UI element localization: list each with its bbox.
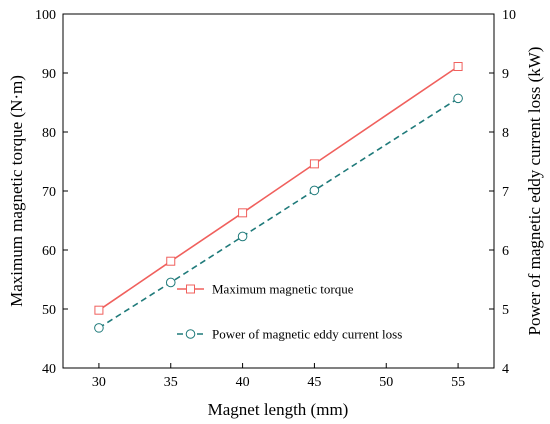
data-point-torque — [94, 305, 104, 315]
right-tick-label: 4 — [502, 362, 509, 377]
x-axis-ticks: 30 35 40 45 50 55 — [92, 363, 465, 390]
legend-marker-torque — [186, 284, 195, 294]
right-tick-label: 7 — [502, 185, 509, 200]
data-point-eddy-loss — [94, 323, 104, 333]
left-axis-title: Maximum magnetic torque (N·m) — [7, 75, 26, 307]
left-tick-label: 80 — [42, 126, 56, 141]
right-axis-title: Power of magnetic eddy current loss (kW) — [525, 47, 544, 336]
left-tick-label: 70 — [42, 185, 56, 200]
left-tick-label: 60 — [42, 244, 56, 259]
series-line-0 — [98, 65, 459, 311]
x-tick-label: 50 — [379, 375, 393, 390]
left-tick-label: 40 — [42, 362, 56, 377]
series-layer — [94, 62, 463, 333]
data-point-torque — [238, 208, 248, 218]
left-axis-ticks: 40 50 60 70 80 90 100 — [35, 8, 68, 377]
left-tick-label: 50 — [42, 303, 56, 318]
right-tick-label: 8 — [502, 126, 509, 141]
data-point-eddy-loss — [165, 277, 176, 288]
data-point-torque — [309, 159, 319, 169]
right-axis-ticks: 4 5 6 7 8 9 10 — [489, 8, 516, 377]
x-tick-label: 55 — [451, 375, 465, 390]
legend: Maximum magnetic torque Power of magneti… — [177, 282, 402, 342]
right-tick-label: 9 — [502, 67, 509, 82]
x-tick-label: 35 — [164, 375, 178, 390]
legend-label-torque: Maximum magnetic torque — [212, 282, 354, 297]
data-point-torque — [453, 62, 463, 72]
data-point-eddy-loss — [453, 93, 463, 104]
x-tick-label: 30 — [92, 375, 106, 390]
right-tick-label: 10 — [502, 8, 516, 23]
right-tick-label: 5 — [502, 303, 509, 318]
x-tick-label: 45 — [307, 375, 321, 390]
left-tick-label: 100 — [35, 8, 56, 23]
left-tick-label: 90 — [42, 67, 56, 82]
right-tick-label: 6 — [502, 244, 509, 259]
data-point-eddy-loss — [309, 185, 320, 196]
data-point-torque — [166, 256, 176, 266]
data-point-eddy-loss — [237, 231, 248, 242]
plot-frame — [62, 13, 495, 369]
x-axis-title: Magnet length (mm) — [208, 400, 349, 419]
legend-marker-eddy-loss — [185, 329, 196, 339]
legend-label-eddy-loss: Power of magnetic eddy current loss — [212, 327, 402, 342]
x-tick-label: 40 — [236, 375, 250, 390]
